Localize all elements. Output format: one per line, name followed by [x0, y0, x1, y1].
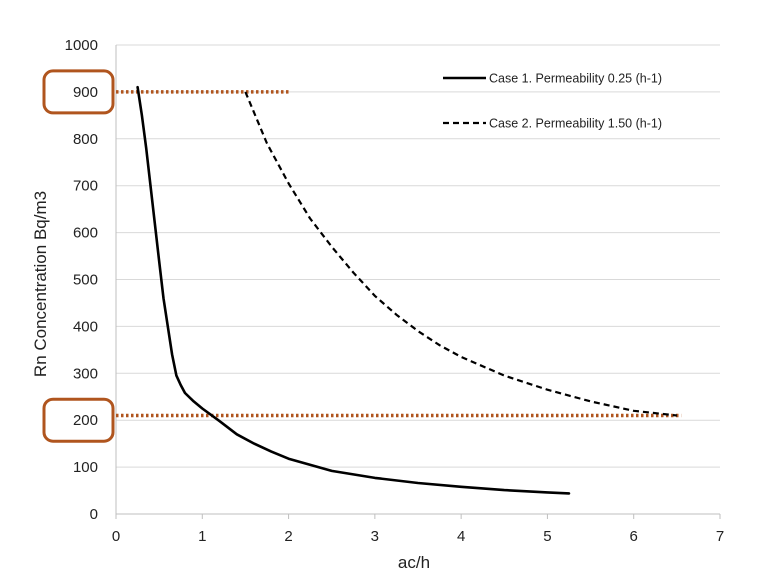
highlight-box-200	[42, 397, 115, 443]
legend-label-case-2: Case 2. Permeability 1.50 (h-1)	[489, 117, 662, 131]
axes: 0 100 200 300 400 500 600 700 800 900 1000 0 1 2 3 4 5 6 7	[65, 37, 725, 545]
x-tick-label-0: 0	[112, 528, 120, 545]
x-tick-label-7: 7	[716, 528, 724, 545]
y-tick-label-900: 900	[73, 84, 98, 101]
y-tick-label-1000: 1000	[65, 37, 98, 54]
y-tick-label-100: 100	[73, 459, 98, 476]
x-tick-label-1: 1	[198, 528, 206, 545]
x-tick-label-5: 5	[543, 528, 551, 545]
x-tick-label-6: 6	[630, 528, 638, 545]
y-tick-label-500: 500	[73, 272, 98, 289]
x-tick-label-4: 4	[457, 528, 465, 545]
y-tick-label-300: 300	[73, 365, 98, 382]
y-tick-label-700: 700	[73, 178, 98, 195]
y-tick-label-800: 800	[73, 131, 98, 148]
grid-lines	[116, 44, 720, 468]
x-tick-label-2: 2	[284, 528, 292, 545]
series-line-case-2	[244, 91, 678, 417]
series-line-case-1	[136, 85, 571, 495]
tick-highlights	[42, 69, 115, 443]
highlight-box-900	[42, 69, 115, 115]
data-series	[136, 85, 678, 495]
y-tick-label-400: 400	[73, 318, 98, 335]
y-tick-label-0: 0	[90, 506, 98, 523]
y-tick-label-600: 600	[73, 225, 98, 242]
x-tick-label-3: 3	[371, 528, 379, 545]
x-axis-title: ac/h	[398, 553, 430, 572]
legend-label-case-1: Case 1. Permeability 0.25 (h-1)	[489, 72, 662, 86]
legend: Case 1. Permeability 0.25 (h-1) Case 2. P…	[443, 72, 662, 131]
y-tick-label-200: 200	[73, 412, 98, 429]
reference-lines	[116, 90, 682, 418]
y-axis-title: Rn Concentration Bq/m3	[31, 191, 50, 377]
